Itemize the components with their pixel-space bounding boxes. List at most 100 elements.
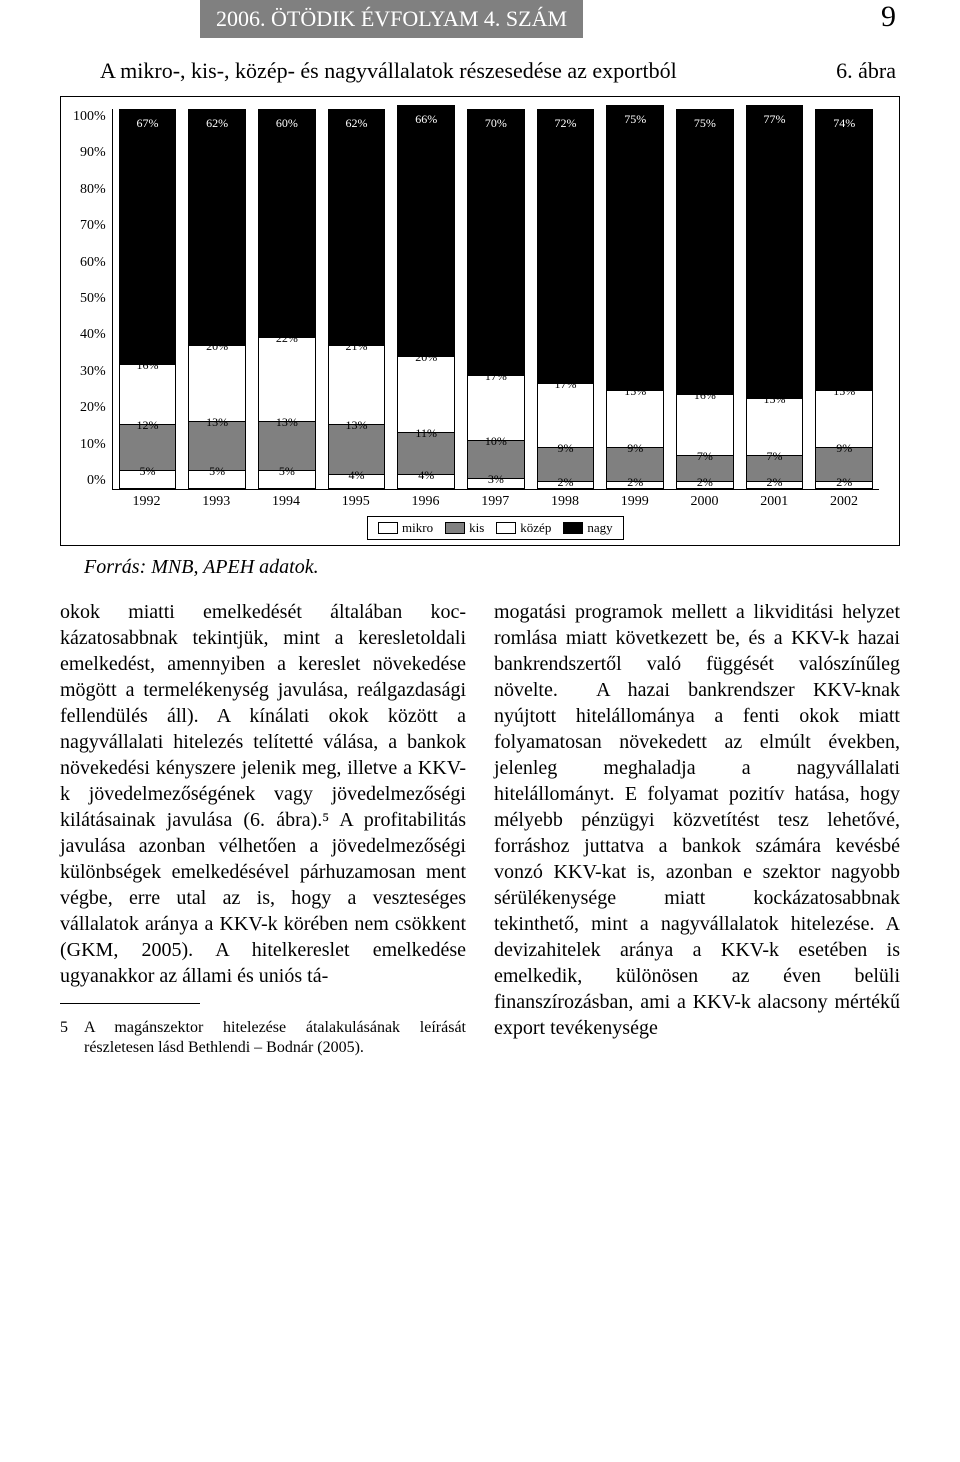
chart-segment-kis: 13%	[258, 421, 316, 470]
chart-segment-kozep: 15%	[746, 398, 804, 455]
y-tick-label: 80%	[73, 182, 106, 198]
chart-segment-kozep: 17%	[467, 375, 525, 440]
chart-segment-mikro: 5%	[188, 470, 246, 489]
chart-segment-label: 74%	[833, 116, 855, 131]
chart-segment-mikro: 2%	[676, 481, 734, 489]
footnote-text: A magánszektor hitelezése átalakulásának…	[84, 1018, 466, 1058]
chart-plot: 67%16%12%5%62%20%13%5%60%22%13%5%62%21%1…	[112, 109, 879, 490]
legend-swatch	[378, 522, 398, 534]
x-tick-label: 1994	[251, 494, 321, 510]
x-tick-label: 1993	[181, 494, 251, 510]
chart-segment-label: 5%	[209, 464, 225, 479]
chart-segment-label: 7%	[697, 449, 713, 464]
chart-segment-label: 17%	[555, 377, 577, 392]
chart-x-axis: 1992199319941995199619971998199920002001…	[112, 490, 879, 510]
chart-segment-nagy: 74%	[815, 109, 873, 390]
chart-segment-label: 75%	[624, 112, 646, 127]
chart-bar: 75%15%9%2%	[606, 105, 664, 489]
legend-label: mikro	[402, 520, 433, 536]
y-tick-label: 10%	[73, 437, 106, 453]
chart-y-axis: 100%90%80%70%60%50%40%30%20%10%0%	[73, 109, 112, 489]
footnote: 5 A magánszektor hitelezése átalakulásán…	[60, 1018, 466, 1058]
x-tick-label: 2001	[739, 494, 809, 510]
chart-title: A mikro-, kis-, közép- és nagyvállalatok…	[100, 58, 677, 84]
chart-segment-label: 20%	[415, 350, 437, 365]
chart-segment-label: 13%	[206, 415, 228, 430]
chart-bar: 62%21%13%4%	[328, 109, 386, 489]
chart-source: Forrás: MNB, APEH adatok.	[84, 556, 900, 579]
chart-segment-label: 12%	[137, 418, 159, 433]
page-number: 9	[881, 0, 900, 34]
body-column-right: mogatási programok mellett a likviditá­s…	[494, 599, 900, 1058]
y-tick-label: 20%	[73, 400, 106, 416]
chart-segment-nagy: 62%	[328, 109, 386, 345]
chart-segment-kozep: 17%	[537, 383, 595, 448]
chart-bar: 74% 15%9% 2%	[815, 109, 873, 489]
chart-segment-label: 22%	[276, 331, 298, 346]
chart-segment-label: 16%	[137, 358, 159, 373]
chart-segment-label: 9%	[627, 441, 643, 456]
chart-segment-kis: 13%	[328, 424, 386, 473]
chart-segment-nagy: 72%	[537, 109, 595, 383]
chart-segment-kis: 13%	[188, 421, 246, 470]
chart-segment-label: 11%	[415, 426, 437, 441]
chart-segment-label: 3%	[488, 472, 504, 487]
x-tick-label: 1997	[460, 494, 530, 510]
chart-segment-mikro: 3%	[467, 478, 525, 489]
x-tick-label: 1995	[321, 494, 391, 510]
chart-bar: 72%17%9%2%	[537, 109, 595, 489]
y-tick-label: 50%	[73, 291, 106, 307]
figure-heading: A mikro-, kis-, közép- és nagyvállalatok…	[60, 58, 900, 84]
chart-bar: 62%20%13%5%	[188, 109, 246, 489]
chart-segment-label: 66%	[415, 112, 437, 127]
legend-label: kis	[469, 520, 484, 536]
chart-segment-label: 15%	[624, 384, 646, 399]
chart-segment-label: 2%	[836, 475, 852, 490]
body-text-left: okok miatti emelkedését általában koc­ká…	[60, 601, 466, 987]
chart-segment-kozep: 20%	[397, 356, 455, 432]
chart-segment-label: 5%	[279, 464, 295, 479]
chart-segment-kozep: 15%	[815, 390, 873, 447]
y-tick-label: 70%	[73, 218, 106, 234]
x-tick-label: 1998	[530, 494, 600, 510]
chart-segment-nagy: 67%	[119, 109, 177, 364]
x-tick-label: 2002	[809, 494, 879, 510]
chart-segment-mikro: 4%	[397, 474, 455, 489]
chart-segment-label: 5%	[140, 464, 156, 479]
x-tick-label: 2000	[670, 494, 740, 510]
chart-segment-label: 62%	[206, 116, 228, 131]
chart-segment-label: 70%	[485, 116, 507, 131]
chart-segment-label: 9%	[836, 441, 852, 456]
y-tick-label: 90%	[73, 145, 106, 161]
legend-item: nagy	[563, 520, 612, 536]
chart-segment-mikro: 2%	[537, 481, 595, 489]
legend-label: közép	[520, 520, 551, 536]
chart-segment-label: 67%	[137, 116, 159, 131]
chart-segment-nagy: 75%	[676, 109, 734, 394]
chart-segment-label: 2%	[767, 475, 783, 490]
chart-segment-label: 2%	[558, 475, 574, 490]
legend-swatch	[563, 522, 583, 534]
chart-container: 100%90%80%70%60%50%40%30%20%10%0% 67%16%…	[60, 96, 900, 546]
chart-segment-kozep: 16%	[676, 394, 734, 455]
chart-segment-label: 13%	[276, 415, 298, 430]
issue-badge: 2006. ÖTÖDIK ÉVFOLYAM 4. SZÁM	[200, 0, 583, 38]
y-tick-label: 60%	[73, 255, 106, 271]
chart-bar: 60%22%13%5%	[258, 109, 316, 489]
chart-bar: 77%15%7%2%	[746, 105, 804, 489]
chart-segment-mikro: 5%	[258, 470, 316, 489]
chart-bar: 75%16%7% 2%	[676, 109, 734, 489]
chart-segment-mikro: 5%	[119, 470, 177, 489]
chart-segment-label: 10%	[485, 434, 507, 449]
chart-bar: 67% 16% 12% 5%	[119, 109, 177, 489]
chart-bar: 66%20%11%4%	[397, 105, 455, 489]
y-tick-label: 40%	[73, 327, 106, 343]
chart-segment-label: 72%	[555, 116, 577, 131]
chart-segment-nagy: 75%	[606, 105, 664, 390]
figure-label: 6. ábra	[836, 58, 896, 84]
y-tick-label: 30%	[73, 364, 106, 380]
chart-segment-nagy: 66%	[397, 105, 455, 356]
footnote-number: 5	[60, 1018, 74, 1058]
x-tick-label: 1992	[112, 494, 182, 510]
chart-segment-mikro: 4%	[328, 474, 386, 489]
